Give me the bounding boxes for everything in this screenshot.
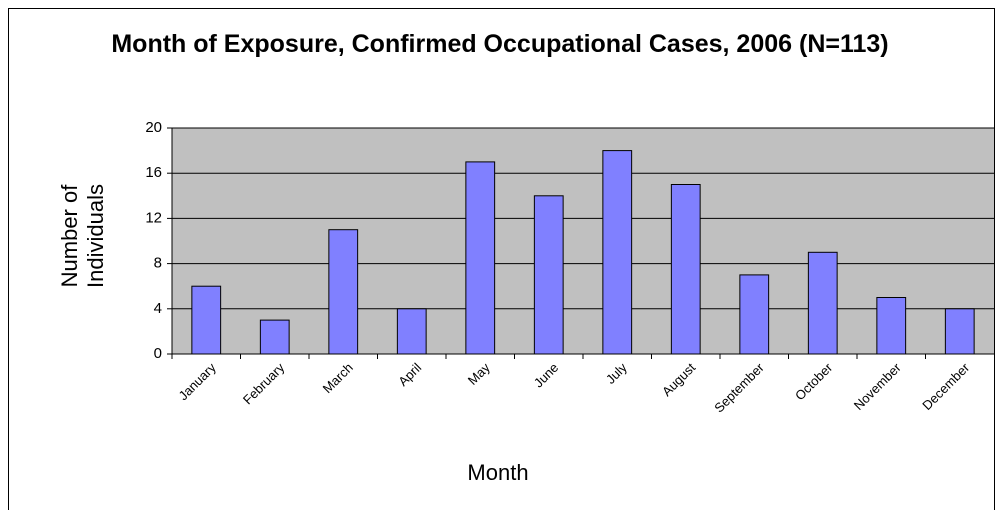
y-tick-label: 12 bbox=[145, 209, 162, 226]
bar bbox=[328, 229, 359, 355]
x-tick-label: December bbox=[919, 359, 972, 412]
x-tick-label: November bbox=[851, 359, 904, 412]
bar bbox=[259, 319, 290, 355]
x-tick-label: March bbox=[320, 360, 356, 396]
y-axis-label: Number of Individuals bbox=[57, 184, 108, 288]
bar bbox=[396, 308, 427, 355]
x-tick-label: May bbox=[465, 360, 493, 388]
bar bbox=[944, 308, 975, 355]
chart-title: Month of Exposure, Confirmed Occupationa… bbox=[111, 30, 889, 58]
bar bbox=[876, 297, 907, 355]
x-tick-label: January bbox=[175, 360, 219, 404]
x-tick-label: July bbox=[603, 360, 630, 387]
y-tick-label: 20 bbox=[145, 119, 162, 136]
x-tick-label: June bbox=[531, 360, 562, 391]
chart-frame bbox=[8, 8, 995, 510]
y-tick-label: 4 bbox=[154, 300, 162, 317]
bar bbox=[670, 184, 701, 355]
x-tick-label: August bbox=[659, 360, 698, 399]
bar bbox=[602, 150, 633, 355]
x-tick-label: April bbox=[395, 360, 424, 389]
y-tick-label: 16 bbox=[145, 164, 162, 181]
bar bbox=[533, 195, 564, 355]
x-tick-label: October bbox=[792, 359, 836, 403]
plot-area bbox=[172, 128, 994, 354]
x-axis-label: Month bbox=[467, 460, 529, 485]
bar bbox=[191, 285, 222, 355]
y-tick-label: 8 bbox=[154, 255, 162, 272]
x-tick-label: September bbox=[711, 359, 767, 415]
bar bbox=[807, 251, 838, 355]
bar bbox=[465, 161, 496, 355]
y-tick-label: 0 bbox=[154, 345, 162, 362]
x-tick-label: February bbox=[240, 360, 288, 408]
bar bbox=[739, 274, 770, 355]
